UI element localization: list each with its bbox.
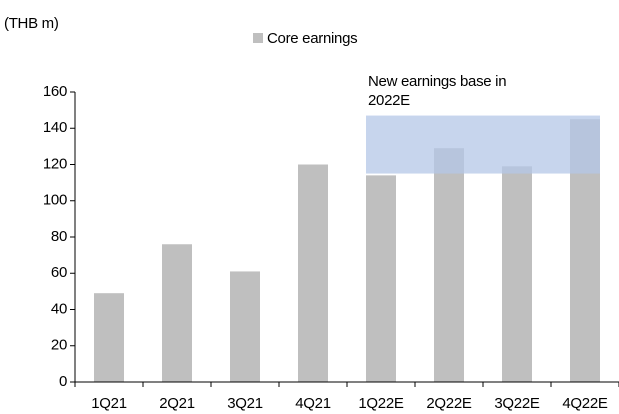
bar xyxy=(162,244,192,382)
y-tick-label: 60 xyxy=(51,264,67,281)
y-tick-label: 80 xyxy=(51,228,67,245)
bar xyxy=(366,175,396,382)
unit-label: (THB m) xyxy=(4,15,59,32)
x-tick-label: 3Q22E xyxy=(494,395,539,412)
y-tick-label: 160 xyxy=(43,83,67,100)
x-tick-label: 4Q22E xyxy=(562,395,607,412)
x-tick-label: 2Q21 xyxy=(159,395,195,412)
x-tick-label: 3Q21 xyxy=(227,395,263,412)
x-tick-label: 1Q21 xyxy=(91,395,127,412)
annotation: New earnings base in 2022E xyxy=(368,72,507,109)
y-tick-label: 0 xyxy=(59,373,67,390)
legend-swatch xyxy=(253,33,263,43)
y-tick-label: 20 xyxy=(51,337,67,354)
bar xyxy=(230,271,260,382)
bar xyxy=(502,166,532,382)
y-tick-label: 120 xyxy=(43,155,67,172)
bar xyxy=(94,293,124,382)
y-tick-label: 40 xyxy=(51,300,67,317)
x-tick-label: 1Q22E xyxy=(358,395,403,412)
y-tick-label: 140 xyxy=(43,119,67,136)
bar xyxy=(434,148,464,382)
x-tick-label: 2Q22E xyxy=(426,395,471,412)
x-tick-label: 4Q21 xyxy=(295,395,331,412)
annotation-band xyxy=(366,115,600,174)
legend-label: Core earnings xyxy=(267,30,357,47)
y-tick-label: 100 xyxy=(43,192,67,209)
bar xyxy=(298,164,328,382)
